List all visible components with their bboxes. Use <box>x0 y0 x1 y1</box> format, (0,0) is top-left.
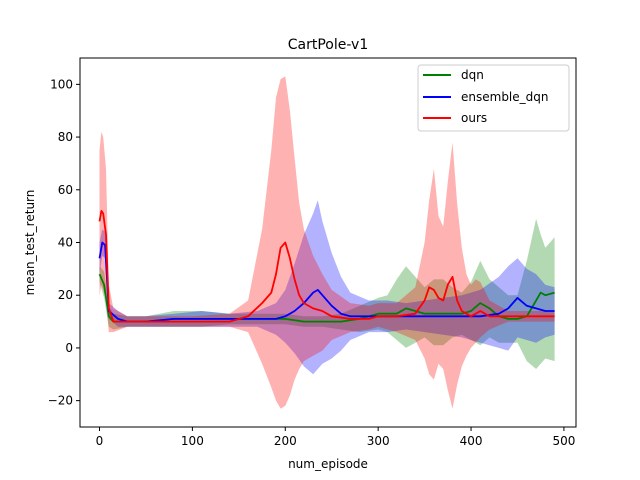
legend-label-dqn: dqn <box>461 68 484 82</box>
x-axis-label: num_episode <box>288 457 368 471</box>
band-ours <box>99 76 555 409</box>
y-tick-label: 80 <box>58 130 73 144</box>
x-tick-label: 0 <box>96 434 104 448</box>
x-tick-label: 300 <box>367 434 390 448</box>
legend-label-ours: ours <box>461 111 487 125</box>
x-tick-label: 100 <box>181 434 204 448</box>
x-tick-label: 200 <box>274 434 297 448</box>
y-tick-label: 40 <box>58 236 73 250</box>
x-tick-label: 400 <box>460 434 483 448</box>
chart-title: CartPole-v1 <box>288 37 368 53</box>
y-tick-label: −20 <box>48 394 73 408</box>
y-axis-ticks: −20 0 20 40 60 80 100 <box>48 77 80 408</box>
confidence-bands <box>99 76 555 409</box>
series-lines <box>98 209 555 323</box>
y-tick-label: 100 <box>50 77 73 91</box>
y-tick-label: 20 <box>58 288 73 302</box>
y-tick-label: 60 <box>58 183 73 197</box>
legend-label-ensemble-dqn: ensemble_dqn <box>461 90 549 104</box>
legend: dqn ensemble_dqn ours <box>417 64 570 132</box>
band-dqn <box>99 218 555 369</box>
line-ours <box>98 209 555 323</box>
y-tick-label: 0 <box>65 341 73 355</box>
x-axis-ticks: 0 100 200 300 400 500 <box>96 427 575 448</box>
band-ensemble-dqn <box>99 200 555 375</box>
y-axis-label: mean_test_return <box>23 190 37 296</box>
x-tick-label: 500 <box>552 434 575 448</box>
legend-frame <box>417 64 570 132</box>
